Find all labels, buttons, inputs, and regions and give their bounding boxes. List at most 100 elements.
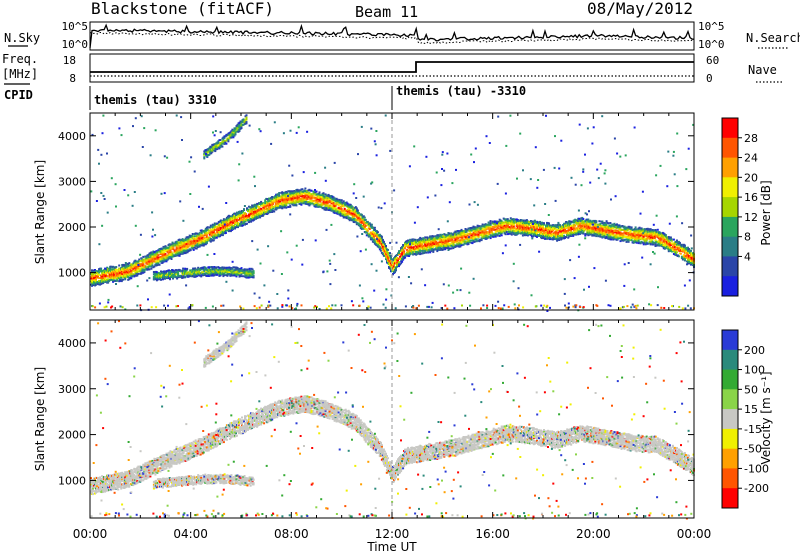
echo-cell — [352, 208, 355, 211]
beam-title: Beam 11 — [355, 3, 418, 21]
echo-cell — [595, 233, 598, 235]
echo-cell — [494, 235, 497, 238]
echo-cell — [115, 268, 118, 271]
echo-cell — [170, 258, 173, 260]
echo-cell — [219, 226, 222, 229]
echo-cell — [409, 242, 412, 245]
echo-cell — [482, 237, 485, 240]
echo-cell — [184, 241, 187, 244]
echo-cell — [353, 214, 356, 217]
echo-cell — [176, 251, 179, 253]
echo-cell — [329, 204, 332, 207]
echo-cell — [222, 228, 225, 231]
echo-cell — [334, 200, 337, 203]
echo-cell — [232, 224, 235, 227]
echo-cell — [322, 193, 325, 196]
echo-cell — [509, 228, 512, 231]
echo-cell — [610, 226, 613, 229]
echo-cell — [610, 224, 613, 227]
echo-cell — [466, 234, 469, 237]
echo-cell — [343, 212, 346, 215]
echo-cell — [221, 234, 224, 237]
echo-cell — [94, 269, 96, 271]
echo-cell — [184, 239, 187, 242]
echo-cell — [376, 231, 379, 234]
echo-cell — [323, 208, 326, 211]
echo-cell — [625, 226, 628, 229]
echo-cell — [193, 235, 196, 238]
echo-cell — [367, 223, 370, 226]
echo-cell — [383, 243, 386, 246]
echo-cell — [356, 209, 359, 212]
echo-cell — [554, 227, 557, 230]
echo-cell — [444, 248, 447, 251]
echo-cell — [148, 265, 151, 268]
echo-cell — [98, 280, 101, 282]
cpid-segment-2: themis (tau) -3310 — [396, 84, 526, 98]
echo-cell — [473, 240, 476, 243]
echo-cell — [155, 260, 158, 263]
echo-cell — [496, 226, 499, 229]
echo-cell — [278, 201, 281, 203]
echo-cell — [402, 245, 405, 248]
echo-cell — [485, 225, 488, 228]
echo-cell — [488, 231, 491, 234]
echo-cell — [260, 209, 263, 211]
echo-cell — [309, 202, 312, 205]
echo-cell — [582, 232, 585, 235]
echo-cell — [610, 232, 613, 235]
echo-cell — [323, 202, 326, 205]
echo-cell — [209, 230, 212, 233]
echo-cell — [345, 201, 348, 204]
echo-cell — [481, 223, 484, 226]
echo-cell — [565, 225, 568, 228]
echo-cell — [429, 251, 432, 254]
echo-cell — [605, 235, 608, 238]
echo-cell — [429, 235, 432, 238]
echo-cell — [512, 220, 515, 223]
echo-cell — [450, 247, 453, 250]
echo-cell — [157, 256, 160, 259]
echo-cell — [567, 236, 570, 239]
echo-cell — [212, 231, 215, 233]
echo-cell — [503, 222, 506, 225]
echo-cell — [161, 247, 164, 250]
echo-cell — [127, 269, 130, 272]
echo-cell — [518, 224, 521, 227]
echo-cell — [390, 256, 392, 259]
echo-cell — [132, 273, 135, 276]
echo-cell — [403, 251, 406, 254]
echo-cell — [141, 267, 144, 270]
echo-cell — [127, 275, 130, 278]
echo-cell — [214, 234, 217, 237]
freq-label: Freq. — [2, 52, 38, 66]
echo-cell — [369, 231, 372, 234]
echo-cell — [278, 199, 281, 202]
echo-cell — [610, 230, 613, 233]
echo-cell — [97, 275, 99, 278]
echo-cell — [375, 230, 378, 233]
cpid-segment-1: themis (tau) 3310 — [94, 93, 217, 107]
echo-cell — [592, 228, 595, 231]
echo-cell — [425, 251, 428, 254]
echo-cell — [502, 230, 505, 233]
echo-cell — [205, 233, 208, 236]
echo-cell — [97, 280, 99, 283]
echo-cell — [340, 208, 343, 211]
echo-cell — [502, 228, 505, 231]
echo-cell — [230, 218, 233, 221]
echo-cell — [638, 226, 641, 229]
echo-cell — [124, 277, 127, 279]
echo-cell — [308, 191, 311, 194]
echo-cell — [578, 217, 581, 220]
echo-cell — [627, 239, 630, 242]
echo-cell — [325, 208, 328, 211]
echo-cell — [142, 268, 145, 271]
echo-cell — [488, 232, 491, 235]
echo-cell — [353, 221, 356, 224]
echo-cell — [500, 234, 503, 237]
echo-cell — [472, 233, 475, 236]
echo-cell — [310, 197, 313, 200]
date-title: 08/May/2012 — [587, 0, 693, 18]
echo-cell — [420, 237, 423, 240]
